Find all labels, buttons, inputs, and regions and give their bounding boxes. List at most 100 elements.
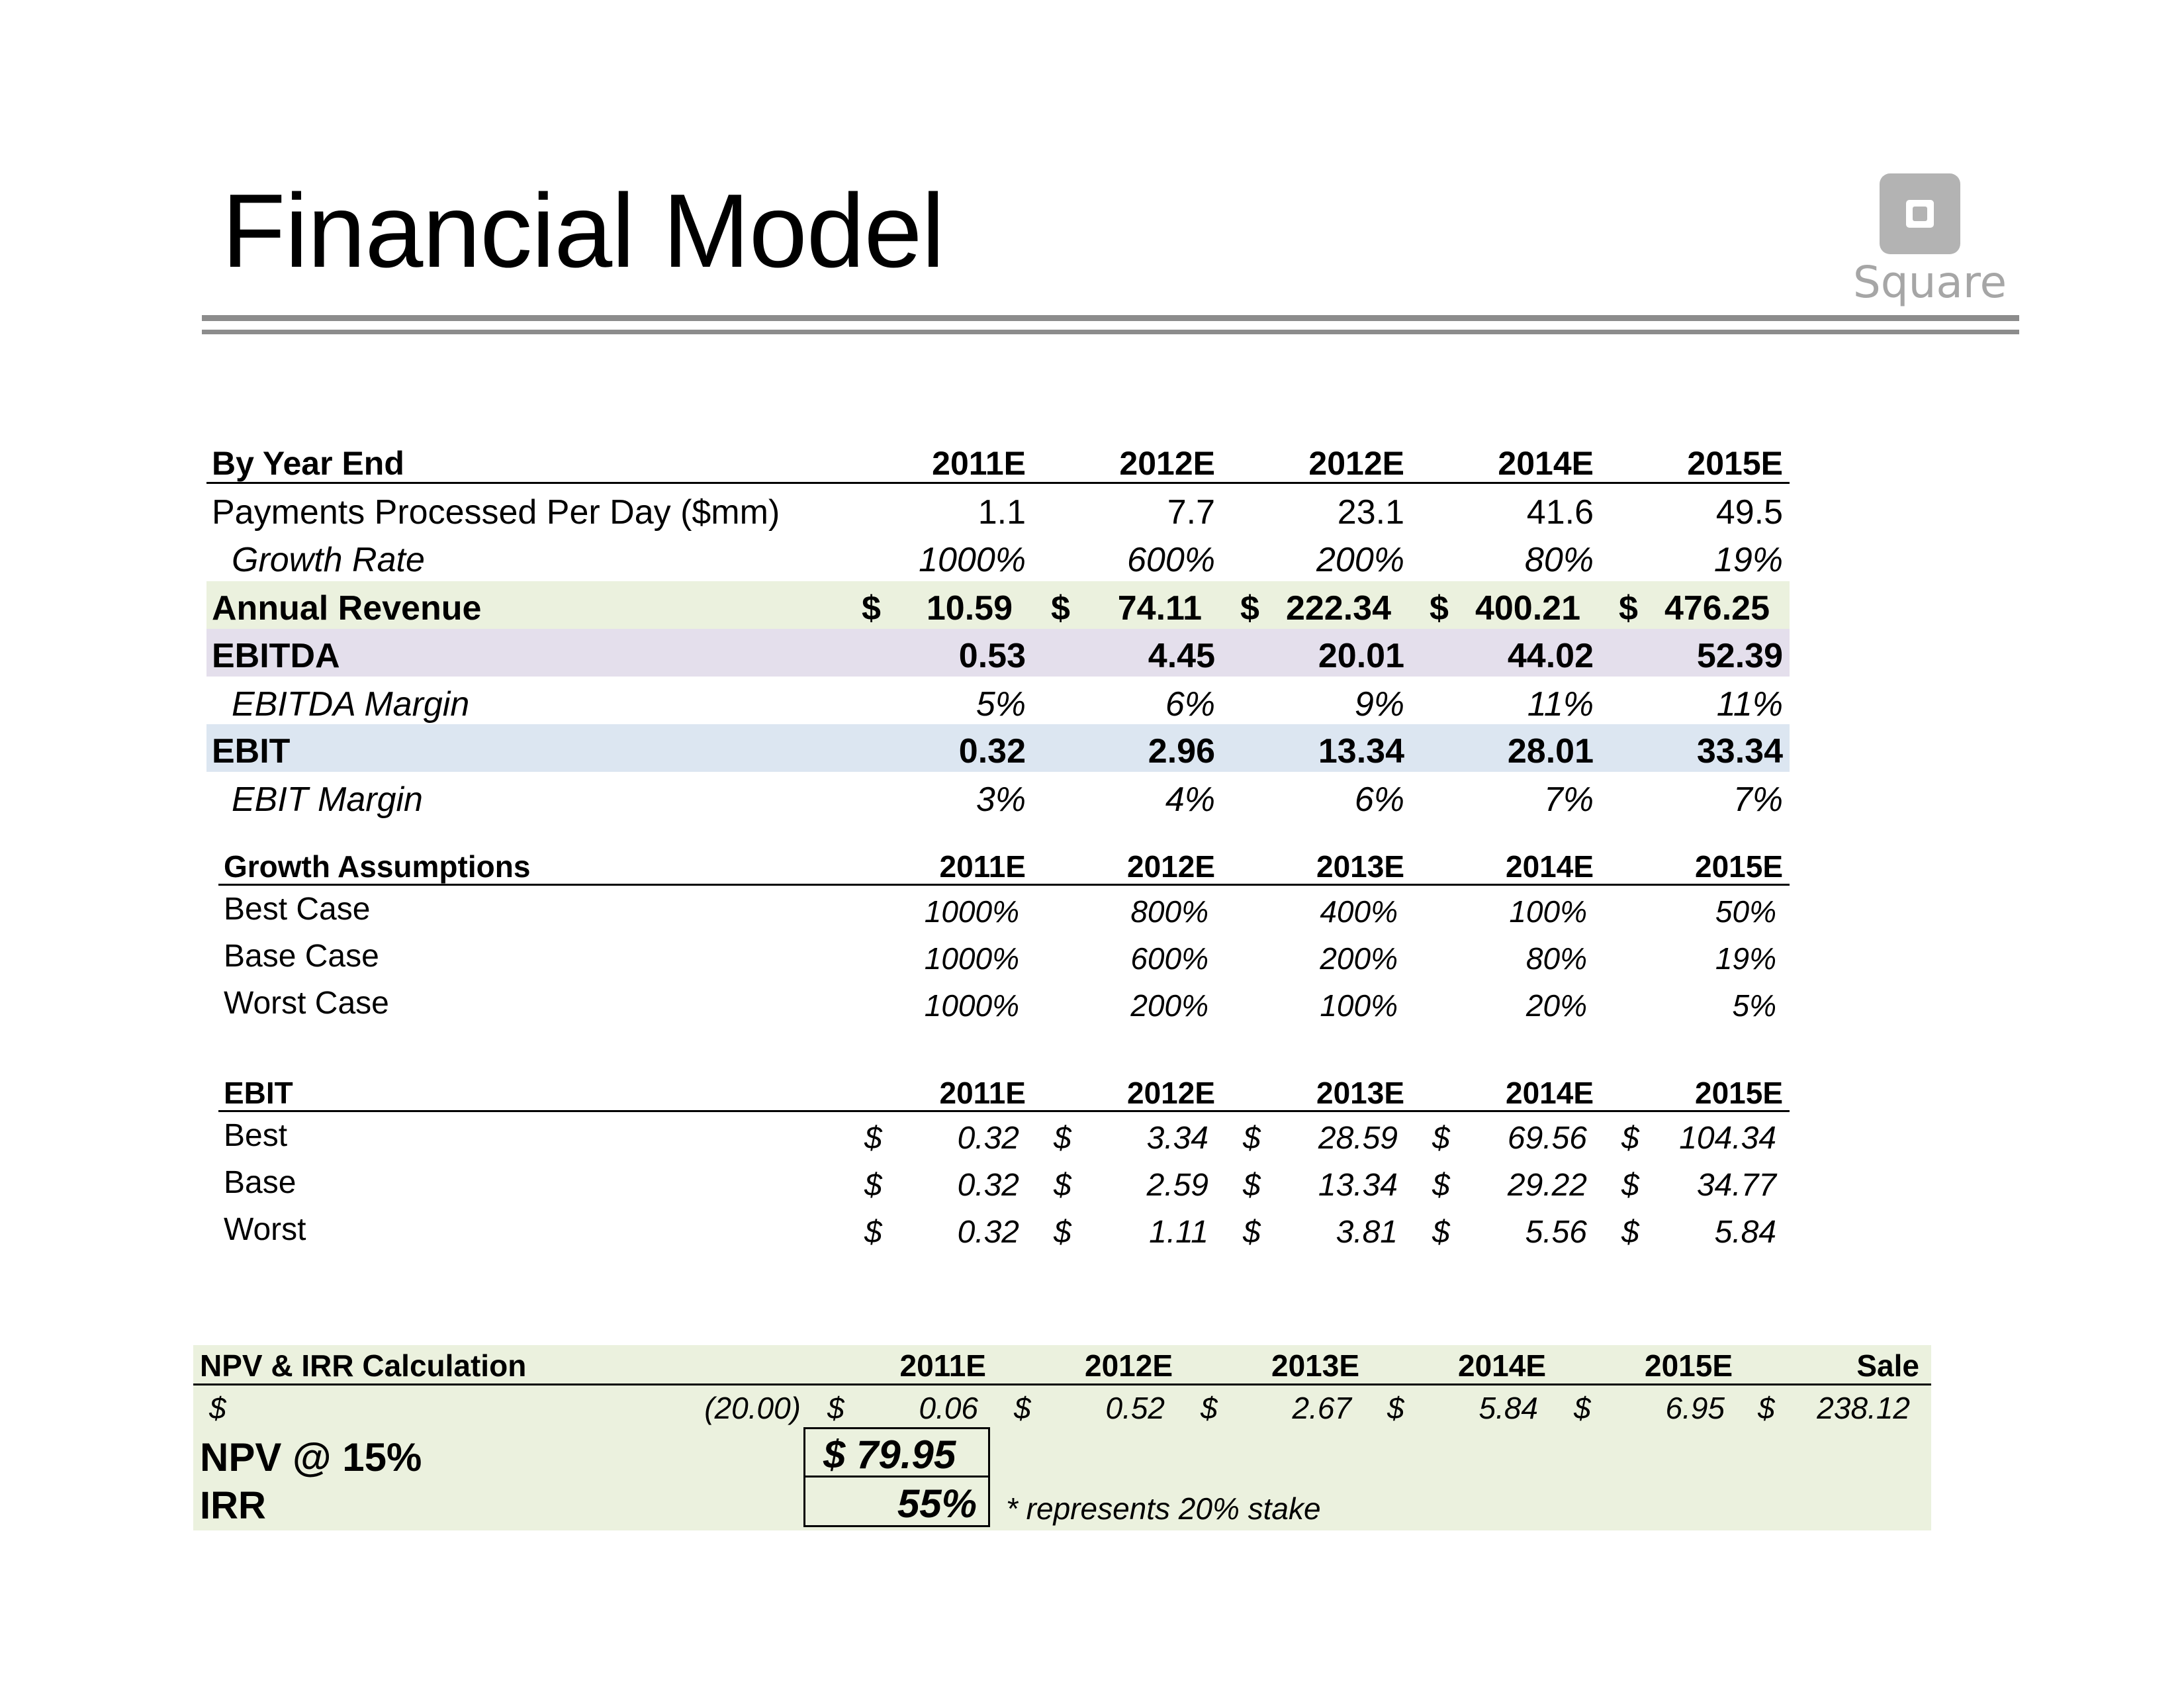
table-cell: 1.11: [1149, 1215, 1208, 1250]
growth-header-year: 2013E: [1316, 849, 1404, 884]
table-cell: 5.84: [1714, 1215, 1776, 1250]
currency-symbol: $: [1621, 1168, 1639, 1203]
table-cell: 0.32: [957, 1168, 1019, 1203]
table-cell: 20%: [1525, 988, 1587, 1023]
table-cell: 1.1: [978, 493, 1026, 532]
npv-header-year: Sale: [1856, 1348, 1919, 1383]
npv-header-year: 2014E: [1457, 1348, 1546, 1383]
table-cell: 400.21: [1475, 589, 1580, 628]
ebit-header-underline: [218, 1110, 1790, 1112]
ebit-row-bg: [206, 724, 1790, 772]
growth-header-underline: [218, 884, 1790, 886]
currency-symbol: $: [209, 1391, 226, 1425]
growth-header-year: 2012E: [1126, 849, 1215, 884]
table-cell: 3%: [976, 780, 1026, 819]
table-cell: 19%: [1713, 541, 1783, 579]
table-cell: 50%: [1715, 894, 1776, 929]
table-cell: 2.96: [1148, 732, 1215, 771]
table-cell: 29.22: [1507, 1168, 1587, 1203]
table-cell: 6%: [1165, 685, 1215, 724]
table-cell: 476.25: [1664, 589, 1770, 628]
currency-symbol: $: [1054, 1121, 1071, 1156]
row-label-growth-rate: Growth Rate: [232, 541, 425, 579]
ebitda-row-bg: [206, 629, 1790, 677]
table-cell: 13.34: [1318, 732, 1404, 771]
table-cell: 34.77: [1696, 1168, 1776, 1203]
currency-symbol: $: [1430, 589, 1449, 628]
table-cell: 200%: [1316, 541, 1404, 579]
currency-symbol: $: [1240, 589, 1259, 628]
table-cell: 104.34: [1679, 1121, 1776, 1156]
table-cell: 100%: [1509, 894, 1587, 929]
row-label-ebit: EBIT: [212, 732, 291, 771]
currency-symbol: $: [1758, 1391, 1775, 1425]
square-logo-icon: [1880, 173, 1960, 254]
currency-symbol: $: [1054, 1168, 1071, 1203]
currency-symbol: $: [1014, 1391, 1031, 1425]
table-cell: 238.12: [1817, 1391, 1910, 1425]
table-cell: 1000%: [924, 894, 1019, 929]
table-cell: 600%: [1127, 541, 1215, 579]
row-label-ebitda-margin: EBITDA Margin: [232, 685, 470, 724]
table-cell: 600%: [1130, 941, 1208, 976]
table-cell: 5.84: [1479, 1391, 1538, 1425]
currency-symbol: $: [1621, 1121, 1639, 1156]
currency-symbol: $: [1054, 1215, 1071, 1250]
table-cell: 400%: [1320, 894, 1398, 929]
table-cell: 52.39: [1696, 637, 1783, 675]
currency-symbol: $: [1432, 1215, 1450, 1250]
table-cell: 800%: [1130, 894, 1208, 929]
table-cell: 100%: [1320, 988, 1398, 1023]
table-cell: 7%: [1733, 780, 1783, 819]
table-cell: 2.59: [1146, 1168, 1208, 1203]
currency-symbol: $: [862, 589, 881, 628]
row-label-worst-case: Worst Case: [224, 986, 389, 1021]
table-cell: 5%: [1732, 988, 1776, 1023]
logo-inner-square: [1906, 200, 1934, 228]
npv-header-year: 2015E: [1644, 1348, 1733, 1383]
npv-value: $ 79.95: [823, 1432, 956, 1477]
ebit-header-label: EBIT: [224, 1076, 293, 1110]
table-cell: 4%: [1165, 780, 1215, 819]
table-cell: 80%: [1525, 941, 1587, 976]
currency-symbol: $: [864, 1215, 882, 1250]
npv-header-underline: [193, 1383, 1931, 1385]
table-cell: 23.1: [1337, 493, 1404, 532]
row-label-best-case: Best Case: [224, 892, 371, 927]
row-label-ebit-margin: EBIT Margin: [232, 780, 423, 819]
table-cell: 13.34: [1318, 1168, 1398, 1203]
table-cell: 0.06: [919, 1391, 978, 1425]
row-label-payments: Payments Processed Per Day ($mm): [212, 493, 780, 532]
table-cell: 28.59: [1318, 1121, 1398, 1156]
currency-symbol: $: [1051, 589, 1070, 628]
title-divider-bottom: [202, 330, 2019, 334]
ebit-header-year: 2015E: [1694, 1076, 1783, 1110]
irr-value-box: [803, 1476, 990, 1527]
ebit-header-year: 2013E: [1316, 1076, 1404, 1110]
currency-symbol: $: [1243, 1215, 1261, 1250]
row-label-ebitda: EBITDA: [212, 637, 340, 675]
table-cell: 33.34: [1696, 732, 1783, 771]
main-header-label: By Year End: [212, 445, 404, 482]
page-title: Financial Model: [222, 173, 945, 289]
table-cell: 3.81: [1336, 1215, 1398, 1250]
row-label-base-case: Base Case: [224, 939, 379, 974]
table-cell: 1000%: [924, 988, 1019, 1023]
main-header-year: 2012E: [1119, 445, 1215, 482]
row-label-best: Best: [224, 1118, 288, 1153]
ebit-header-year: 2014E: [1505, 1076, 1594, 1110]
table-cell: 49.5: [1715, 493, 1783, 532]
table-cell: 0.32: [958, 732, 1026, 771]
table-cell: 6.95: [1665, 1391, 1725, 1425]
currency-symbol: $: [1432, 1121, 1450, 1156]
table-cell: 1000%: [924, 941, 1019, 976]
growth-header-label: Growth Assumptions: [224, 849, 531, 884]
logo-text: Square: [1852, 257, 2007, 308]
table-cell: 200%: [1320, 941, 1398, 976]
table-cell: 11%: [1716, 685, 1783, 724]
npv-header-year: 2013E: [1271, 1348, 1359, 1383]
main-header-underline: [206, 482, 1790, 484]
table-cell: 5.56: [1525, 1215, 1587, 1250]
table-cell: 28.01: [1507, 732, 1594, 771]
currency-symbol: $: [1243, 1121, 1261, 1156]
